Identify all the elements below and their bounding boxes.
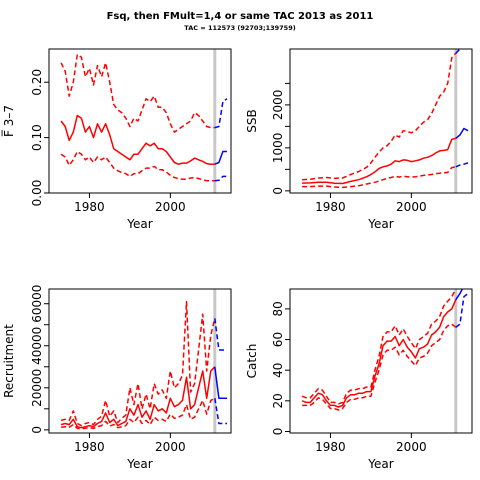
panel-4: 1980 2000 0 20 40 60 80 Year Catch (245, 288, 473, 471)
y-tick-label: 0.20 (30, 69, 44, 96)
plot-frame (48, 288, 232, 434)
historic-ci-line (302, 52, 457, 181)
projection-line (455, 289, 464, 301)
projection-ci-line (214, 318, 227, 351)
y-axis-label: SSB (245, 109, 259, 132)
projection-line (214, 150, 227, 165)
historic-ci-line (60, 53, 215, 133)
figure-subtitle: TAC = 112573 (92703;139759) (184, 24, 296, 32)
historic-ci-line (60, 397, 216, 430)
y-tick-label: 20 (271, 393, 285, 408)
plot-frame (48, 48, 232, 194)
x-tick-label: 2000 (396, 440, 427, 454)
x-tick-label: 2000 (155, 200, 186, 214)
projection-ci-line (455, 49, 461, 54)
y-tick-label: 40000 (30, 327, 44, 365)
series-group (302, 49, 469, 189)
series-group (60, 300, 227, 430)
y-tick-label: 40 (271, 363, 285, 378)
x-axis-label: Year (126, 217, 152, 231)
figure-title: Fsq, then FMult=1,4 or same TAC 2013 as … (106, 11, 374, 22)
y-axis-label: Recruitment (2, 324, 16, 398)
historic-line (60, 114, 215, 165)
x-tick-label: 2000 (396, 200, 427, 214)
y-tick-label: 2000 (271, 90, 285, 121)
y-axis-label: Catch (245, 344, 259, 379)
y-tick-label: 20000 (30, 369, 44, 407)
y-tick-label: 80 (271, 301, 285, 316)
x-axis-label: Year (367, 457, 393, 471)
y-tick-label: 0.10 (30, 124, 44, 151)
x-axis-label: Year (367, 217, 393, 231)
y-tick-label: 60000 (30, 285, 44, 323)
y-axis-label: F̅ 3–7 (1, 105, 16, 137)
y-tick-label: 0 (271, 428, 285, 436)
x-tick-label: 1980 (74, 200, 105, 214)
y-tick-label: 60 (271, 332, 285, 347)
series-group (60, 53, 228, 182)
historic-line (301, 299, 457, 408)
series-group (301, 289, 469, 411)
projection-line (455, 127, 469, 139)
projection-ci-line (214, 398, 227, 425)
x-tick-label: 1980 (315, 200, 346, 214)
plot-frame (289, 48, 473, 194)
panel-1: 1980 2000 0.00 0.10 0.20 Year F̅ 3–7 (1, 48, 232, 231)
projection-ci-line (214, 175, 227, 182)
projection-ci-line (214, 98, 228, 129)
historic-ci-line (60, 300, 216, 427)
historic-ci-line (60, 150, 215, 182)
y-tick-label: 0 (30, 426, 44, 434)
x-tick-label: 1980 (315, 440, 346, 454)
x-axis-label: Year (126, 457, 152, 471)
y-tick-label: 1000 (271, 133, 285, 164)
historic-ci-line (302, 323, 457, 411)
projection-ci-line (455, 162, 469, 168)
historic-line (60, 366, 216, 429)
x-tick-label: 2000 (155, 440, 186, 454)
historic-ci-line (302, 166, 456, 189)
projection-line (214, 366, 227, 400)
y-tick-label: 0.00 (30, 180, 44, 207)
y-tick-label: 0 (271, 187, 285, 195)
historic-line (302, 137, 456, 185)
plot-frame (289, 288, 473, 434)
historic-ci-line (301, 289, 457, 405)
x-tick-label: 1980 (74, 440, 105, 454)
projection-ci-line (455, 293, 469, 328)
